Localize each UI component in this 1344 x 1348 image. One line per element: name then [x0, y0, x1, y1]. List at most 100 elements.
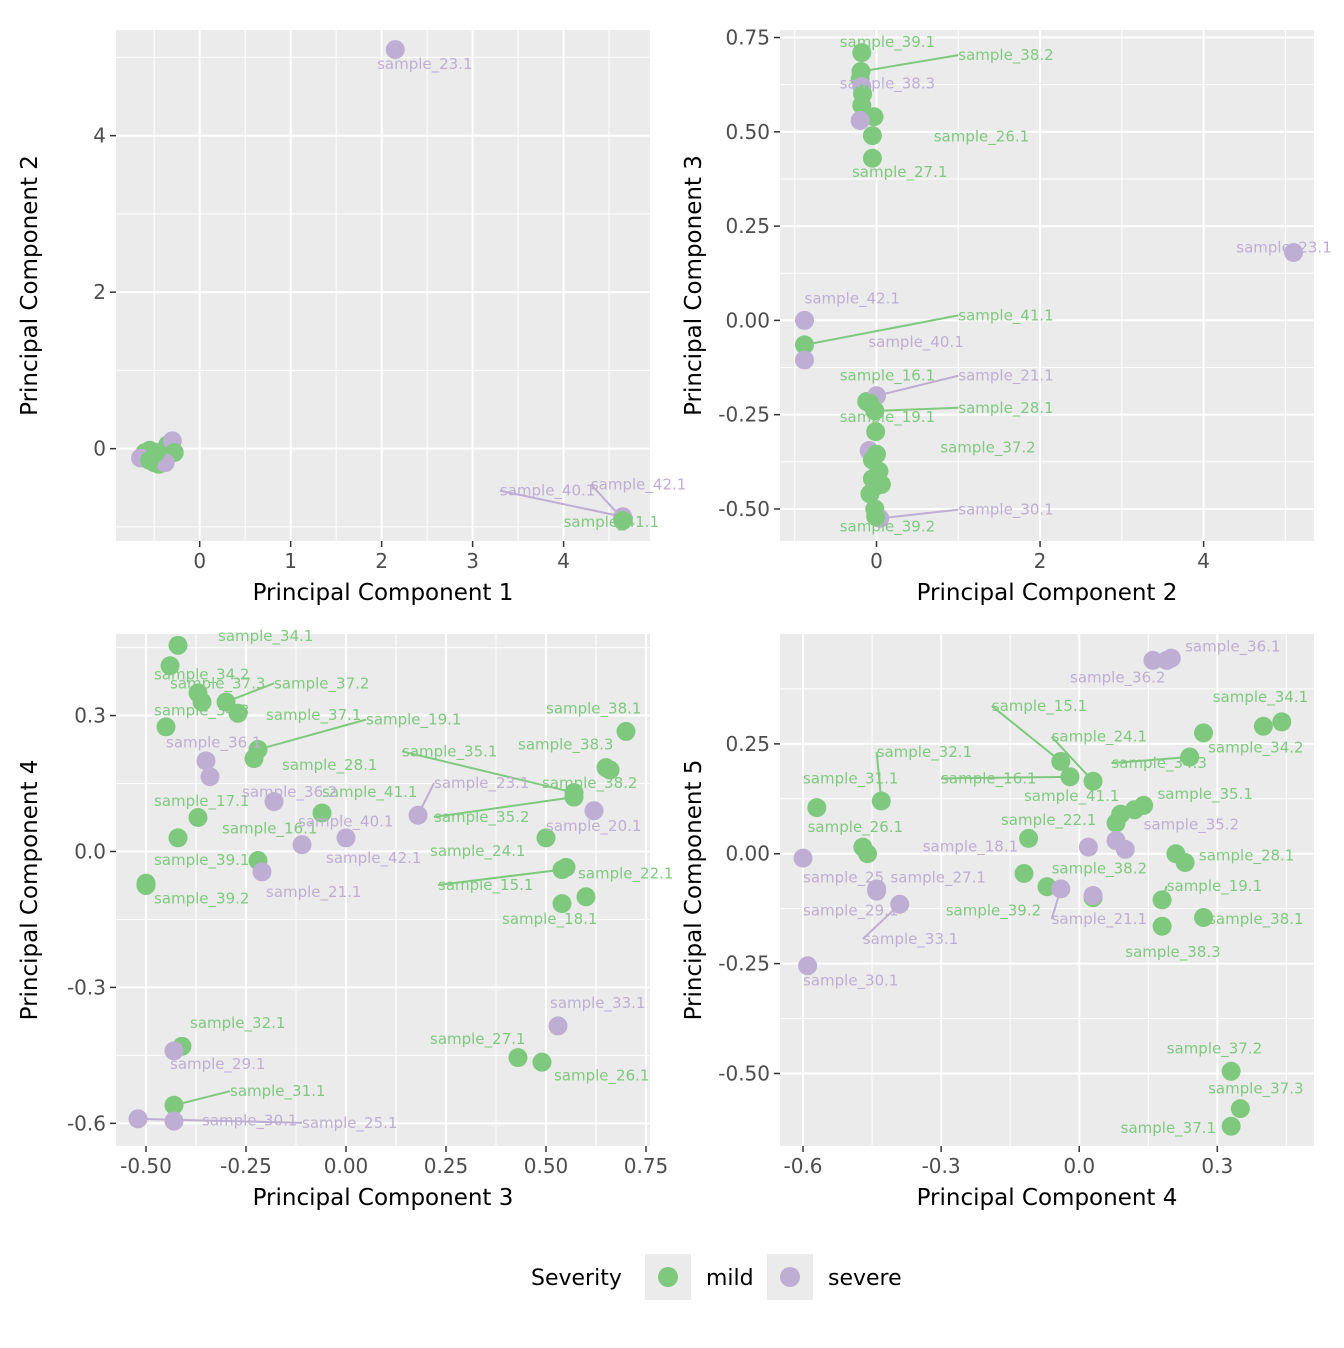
point-label: sample_18.1 — [923, 838, 1018, 857]
data-point-severe — [1157, 650, 1177, 670]
data-point-mild — [862, 148, 882, 168]
data-point-mild — [1194, 907, 1214, 927]
point-label: sample_16.1 — [840, 367, 935, 386]
data-point-mild — [536, 828, 556, 848]
point-label: sample_27.1 — [890, 868, 985, 887]
point-label: sample_23.1 — [377, 55, 472, 74]
data-point-severe — [1078, 837, 1098, 857]
data-point-severe — [798, 956, 818, 976]
data-point-severe — [200, 767, 220, 787]
point-label: sample_35.1 — [402, 742, 497, 761]
label-connector — [499, 489, 623, 518]
point-label: sample_23.1 — [1236, 239, 1331, 258]
point-label: sample_37.3 — [1208, 1079, 1303, 1098]
point-label: sample_41.1 — [958, 306, 1053, 325]
data-point-mild — [1014, 864, 1034, 884]
point-label: sample_40.1 — [868, 333, 963, 352]
point-label: sample_37.2 — [1167, 1040, 1262, 1059]
data-point-mild — [860, 484, 880, 504]
point-label: sample_41.1 — [322, 783, 417, 802]
data-point-severe — [1051, 879, 1071, 899]
point-label: sample_28.1 — [1199, 846, 1294, 865]
data-point-mild — [1221, 1116, 1241, 1136]
data-point-mild — [156, 717, 176, 737]
legend: Severity mild severe — [531, 1254, 902, 1300]
point-label: sample_34.3 — [154, 702, 249, 721]
data-point-severe — [548, 1016, 568, 1036]
x-tick-label: 4 — [1197, 549, 1210, 573]
data-point-mild — [1083, 771, 1103, 791]
data-point-severe — [385, 40, 405, 60]
y-tick-label: -0.25 — [718, 952, 770, 976]
point-label: sample_38.3 — [1125, 943, 1220, 962]
point-label: sample_38.3 — [518, 736, 613, 755]
data-point-mild — [552, 894, 572, 914]
point-label: sample_21.1 — [1052, 910, 1147, 929]
data-point-severe — [336, 828, 356, 848]
y-tick-label: 4 — [93, 124, 106, 148]
plot-area — [780, 634, 1314, 1146]
data-point-mild — [164, 1095, 184, 1115]
x-tick-label: 1 — [284, 549, 297, 573]
point-label: sample_22.1 — [1001, 811, 1096, 830]
point-label: sample_38.1 — [1208, 910, 1303, 929]
point-label: sample_34.3 — [1111, 754, 1206, 773]
point-label: sample_34.2 — [154, 665, 249, 684]
point-label: sample_21.1 — [958, 367, 1053, 386]
y-tick-label: -0.3 — [67, 975, 106, 999]
point-label: sample_37.1 — [1121, 1119, 1216, 1138]
point-label: sample_38.2 — [958, 46, 1053, 65]
point-label: sample_39.2 — [154, 890, 249, 909]
point-label: sample_37.2 — [940, 438, 1035, 457]
point-label: sample_36.1 — [1185, 638, 1280, 657]
data-point-severe — [850, 111, 870, 131]
point-label: sample_16.1 — [941, 769, 1036, 788]
panel-background — [116, 30, 650, 541]
plot-area — [116, 30, 650, 541]
data-point-mild — [312, 803, 332, 823]
y-tick-label: 0.25 — [725, 732, 770, 756]
point-label: sample_24.1 — [1052, 728, 1147, 747]
x-tick-label: 3 — [466, 549, 479, 573]
y-axis-title: Principal Component 2 — [17, 155, 43, 416]
x-tick-label: 2 — [375, 549, 388, 573]
point-label: sample_34.1 — [218, 627, 313, 646]
data-point-mild — [576, 887, 596, 907]
data-point-severe — [196, 751, 216, 771]
data-point-severe — [890, 894, 910, 914]
y-axis-title: Principal Component 5 — [681, 760, 707, 1021]
y-tick-label: 0.00 — [725, 842, 770, 866]
x-tick-label: 0 — [870, 549, 883, 573]
label-connector — [879, 508, 959, 520]
legend-point-severe — [780, 1267, 800, 1287]
data-point-severe — [264, 792, 284, 812]
data-point-mild — [1060, 767, 1080, 787]
x-tick-label: 4 — [557, 549, 570, 573]
point-label: sample_30.1 — [202, 1112, 297, 1131]
point-label: sample_22.1 — [578, 865, 673, 884]
label-connector — [1050, 735, 1094, 782]
data-point-mild — [1194, 723, 1214, 743]
y-tick-label: -0.50 — [718, 1061, 770, 1085]
label-connector — [173, 1090, 231, 1107]
panel-background — [116, 634, 650, 1146]
point-label: sample_35.2 — [434, 808, 529, 827]
data-point-mild — [866, 422, 886, 442]
label-connector — [1111, 756, 1190, 765]
data-point-mild — [1019, 828, 1039, 848]
plot-area — [780, 30, 1314, 541]
data-point-mild — [1253, 716, 1273, 736]
y-tick-label: 0.3 — [74, 704, 106, 728]
data-point-mild — [1272, 712, 1292, 732]
label-connector — [876, 374, 959, 397]
point-label: sample_41.1 — [564, 513, 659, 532]
point-label: sample_32.1 — [190, 1014, 285, 1033]
data-point-mild — [807, 798, 827, 818]
data-point-mild — [795, 335, 815, 355]
data-point-severe — [1143, 650, 1163, 670]
data-point-severe — [164, 1111, 184, 1131]
data-point-mild — [1180, 747, 1200, 767]
point-label: sample_39.1 — [154, 851, 249, 870]
